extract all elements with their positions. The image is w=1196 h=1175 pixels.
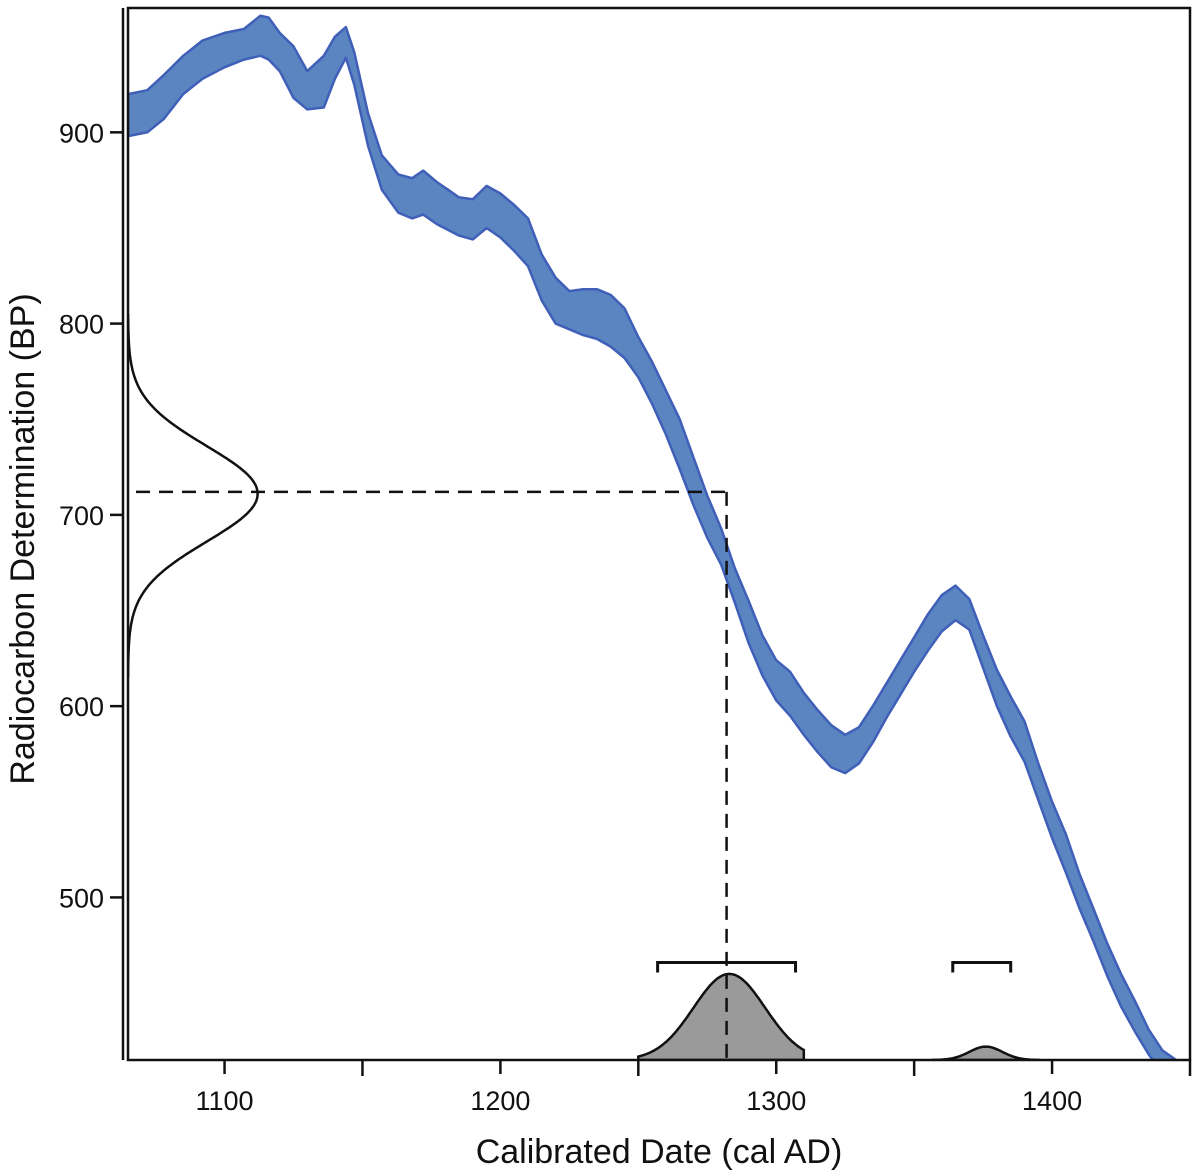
y-tick-label-500: 500 — [59, 883, 104, 913]
probability-peak-2 — [932, 1045, 1040, 1060]
axes: 500 600 700 800 900 1100 1200 1300 1400 — [59, 6, 1192, 1116]
y-tick-label-800: 800 — [59, 310, 104, 340]
measurement-distribution-curve — [128, 314, 259, 678]
clipped-marks — [128, 14, 1180, 1060]
y-axis-title: Radiocarbon Determination (BP) — [4, 293, 42, 784]
x-axis-title: Calibrated Date (cal AD) — [476, 1133, 843, 1171]
y-tick-label-700: 700 — [59, 501, 104, 531]
x-tick-label-1400: 1400 — [1022, 1086, 1082, 1116]
y-tick-label-900: 900 — [59, 118, 104, 148]
probability-peak-1 — [637, 972, 806, 1060]
plot-area — [128, 14, 1180, 1060]
x-tick-label-1300: 1300 — [746, 1086, 806, 1116]
x-tick-label-1100: 1100 — [196, 1086, 254, 1116]
y-tick-label-600: 600 — [59, 692, 104, 722]
x-tick-label-1200: 1200 — [470, 1086, 530, 1116]
calibration-curve-band — [128, 14, 1180, 1060]
plot-frame — [126, 6, 1192, 1062]
range-bracket-1 — [656, 960, 798, 973]
range-bracket-2 — [951, 960, 1013, 973]
